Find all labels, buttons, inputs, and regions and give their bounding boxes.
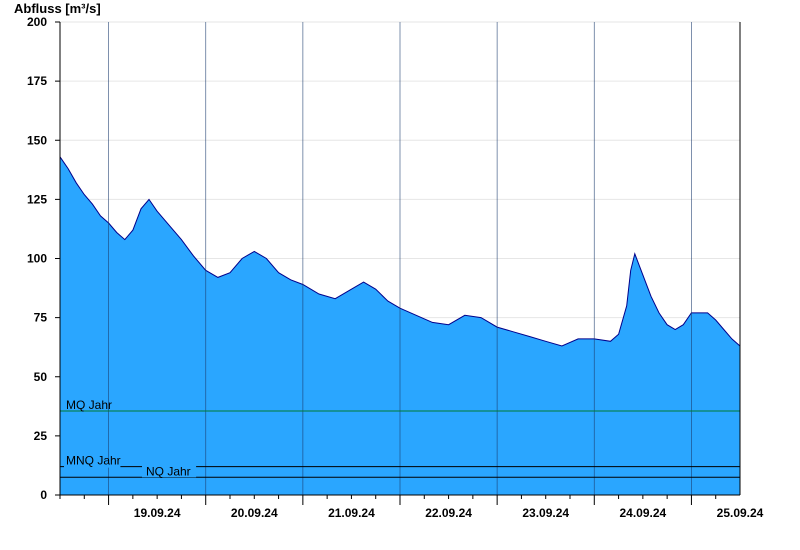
y-tick-label: 175	[27, 74, 47, 88]
day-separators	[108, 22, 692, 495]
x-tick-label: 24.09.24	[619, 506, 666, 520]
y-tick-label: 25	[34, 429, 48, 443]
x-tick-label: 20.09.24	[231, 506, 278, 520]
y-tick-label: 125	[27, 192, 47, 206]
y-tick-label: 100	[27, 252, 47, 266]
x-tick-label: 21.09.24	[328, 506, 375, 520]
x-tick-label: 19.09.24	[134, 506, 181, 520]
reference-lines: MQ Jahr MNQ Jahr NQ Jahr	[60, 398, 740, 478]
y-tick-label: 0	[40, 488, 47, 502]
reference-label-bg	[142, 465, 197, 478]
y-axis-label: Abfluss [m³/s]	[14, 1, 101, 16]
y-tick-label: 150	[27, 133, 47, 147]
reference-label: NQ Jahr	[146, 464, 191, 478]
x-tick-label: 25.09.24	[717, 506, 764, 520]
axes: 0 25 50 75 100 125 150 175 200 19.09.24 20.09.24 21…	[27, 15, 764, 520]
reference-label: MQ Jahr	[66, 398, 112, 412]
y-tick-label: 75	[34, 311, 48, 325]
y-tick-label: 200	[27, 15, 47, 29]
discharge-line	[59, 156, 741, 347]
reference-label: MNQ Jahr	[66, 454, 121, 468]
x-tick-label: 23.09.24	[522, 506, 569, 520]
reference-label-bg	[64, 458, 121, 468]
x-tick-label: 22.09.24	[425, 506, 472, 520]
y-tick-label: 50	[34, 370, 48, 384]
